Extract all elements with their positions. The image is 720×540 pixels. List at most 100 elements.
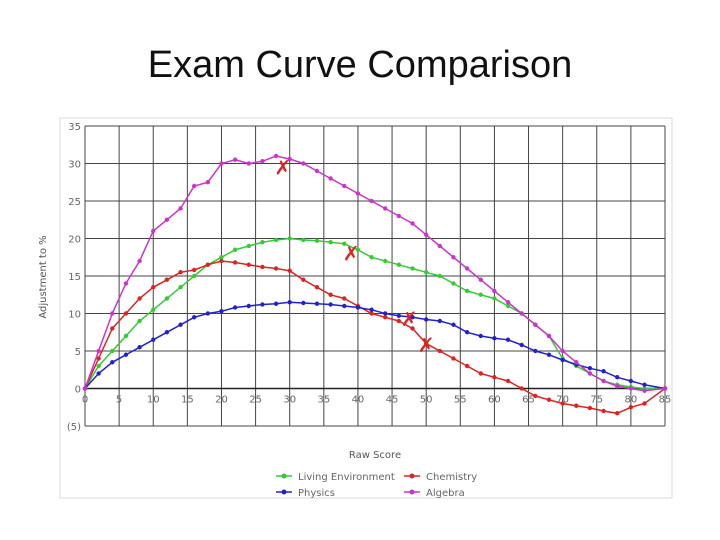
- data-point: [369, 311, 374, 316]
- data-point: [410, 326, 415, 331]
- y-tick-label: 15: [68, 272, 81, 283]
- data-point: [642, 401, 647, 406]
- data-point: [533, 322, 538, 327]
- data-point: [178, 206, 183, 211]
- data-point: [423, 270, 429, 275]
- data-point: [260, 264, 265, 270]
- y-axis-label: Adjustment to %: [38, 235, 49, 318]
- data-point: [273, 237, 279, 243]
- data-point: [560, 357, 565, 363]
- data-point: [628, 386, 634, 391]
- data-point: [273, 301, 279, 306]
- grid: [84, 125, 666, 427]
- x-mark-annotation: ✗: [401, 307, 418, 331]
- data-point: [178, 322, 183, 327]
- data-point: [137, 258, 142, 264]
- data-point: [464, 330, 470, 335]
- data-point: [478, 277, 483, 282]
- data-point: [205, 311, 211, 316]
- data-point: [492, 288, 497, 294]
- data-point: [451, 255, 456, 260]
- data-point: [260, 159, 265, 164]
- data-point: [287, 236, 292, 241]
- data-point: [451, 322, 456, 327]
- x-tick-label: 75: [590, 395, 603, 406]
- data-point: [219, 309, 224, 314]
- data-point: [396, 313, 402, 318]
- x-tick-label: 55: [454, 395, 467, 406]
- data-point: [396, 262, 402, 267]
- data-point: [151, 307, 156, 312]
- data-point: [560, 401, 565, 406]
- data-point: [587, 405, 593, 411]
- data-point: [246, 303, 251, 309]
- data-point: [246, 243, 251, 249]
- data-point: [164, 330, 170, 335]
- data-point: [110, 360, 115, 365]
- data-point: [546, 333, 552, 339]
- data-point: [478, 333, 483, 339]
- data-point: [314, 301, 320, 306]
- x-tick-label: 50: [420, 395, 433, 406]
- data-point: [505, 300, 511, 305]
- data-point: [205, 180, 211, 185]
- data-point: [423, 341, 429, 346]
- data-point: [533, 348, 538, 354]
- data-point: [355, 191, 361, 196]
- x-tick-label: 0: [82, 395, 88, 406]
- legend-swatch-marker: [409, 489, 415, 495]
- data-point: [232, 157, 238, 162]
- data-point: [164, 217, 170, 222]
- x-mark-annotation: ✗: [418, 333, 435, 357]
- chart-frame: [59, 117, 673, 499]
- legend-label: Algebra: [426, 488, 465, 499]
- data-point: [574, 360, 579, 365]
- data-point: [96, 371, 101, 376]
- data-point: [342, 296, 347, 301]
- data-point: [505, 303, 511, 309]
- x-tick-label: 10: [147, 395, 160, 406]
- data-point: [662, 386, 668, 391]
- data-point: [328, 176, 333, 181]
- data-point: [437, 348, 443, 354]
- data-point: [191, 183, 197, 189]
- data-point: [642, 388, 647, 393]
- y-tick-label: 20: [68, 235, 81, 246]
- data-point: [260, 240, 265, 245]
- x-tick-label: 40: [352, 395, 365, 406]
- data-point: [219, 161, 224, 166]
- data-point: [123, 333, 129, 339]
- data-point: [628, 378, 634, 384]
- data-point: [178, 285, 183, 290]
- data-point: [328, 302, 333, 307]
- data-point: [246, 262, 251, 267]
- data-point: [342, 241, 347, 246]
- data-point: [301, 161, 306, 166]
- data-point: [396, 213, 402, 219]
- x-tick-label: 35: [317, 395, 330, 406]
- y-tick-label: 25: [68, 197, 81, 208]
- data-point: [383, 206, 388, 211]
- data-point: [369, 255, 374, 260]
- x-tick-label: 70: [556, 395, 569, 406]
- data-point: [219, 258, 224, 264]
- x-tick-label: 85: [659, 395, 672, 406]
- data-point: [123, 352, 129, 357]
- data-point: [273, 266, 279, 271]
- data-point: [151, 285, 156, 290]
- data-point: [410, 221, 415, 226]
- data-point: [615, 411, 620, 416]
- legend-label: Chemistry: [426, 472, 477, 483]
- data-point: [110, 326, 115, 331]
- data-point: [96, 363, 101, 369]
- x-tick-label: 30: [283, 395, 296, 406]
- data-point: [301, 277, 306, 282]
- data-point: [642, 382, 647, 387]
- data-point: [164, 277, 170, 282]
- data-point: [205, 262, 211, 267]
- data-point: [219, 255, 224, 260]
- legend-label: Living Environment: [298, 472, 395, 483]
- data-point: [137, 296, 142, 301]
- data-point: [574, 403, 579, 408]
